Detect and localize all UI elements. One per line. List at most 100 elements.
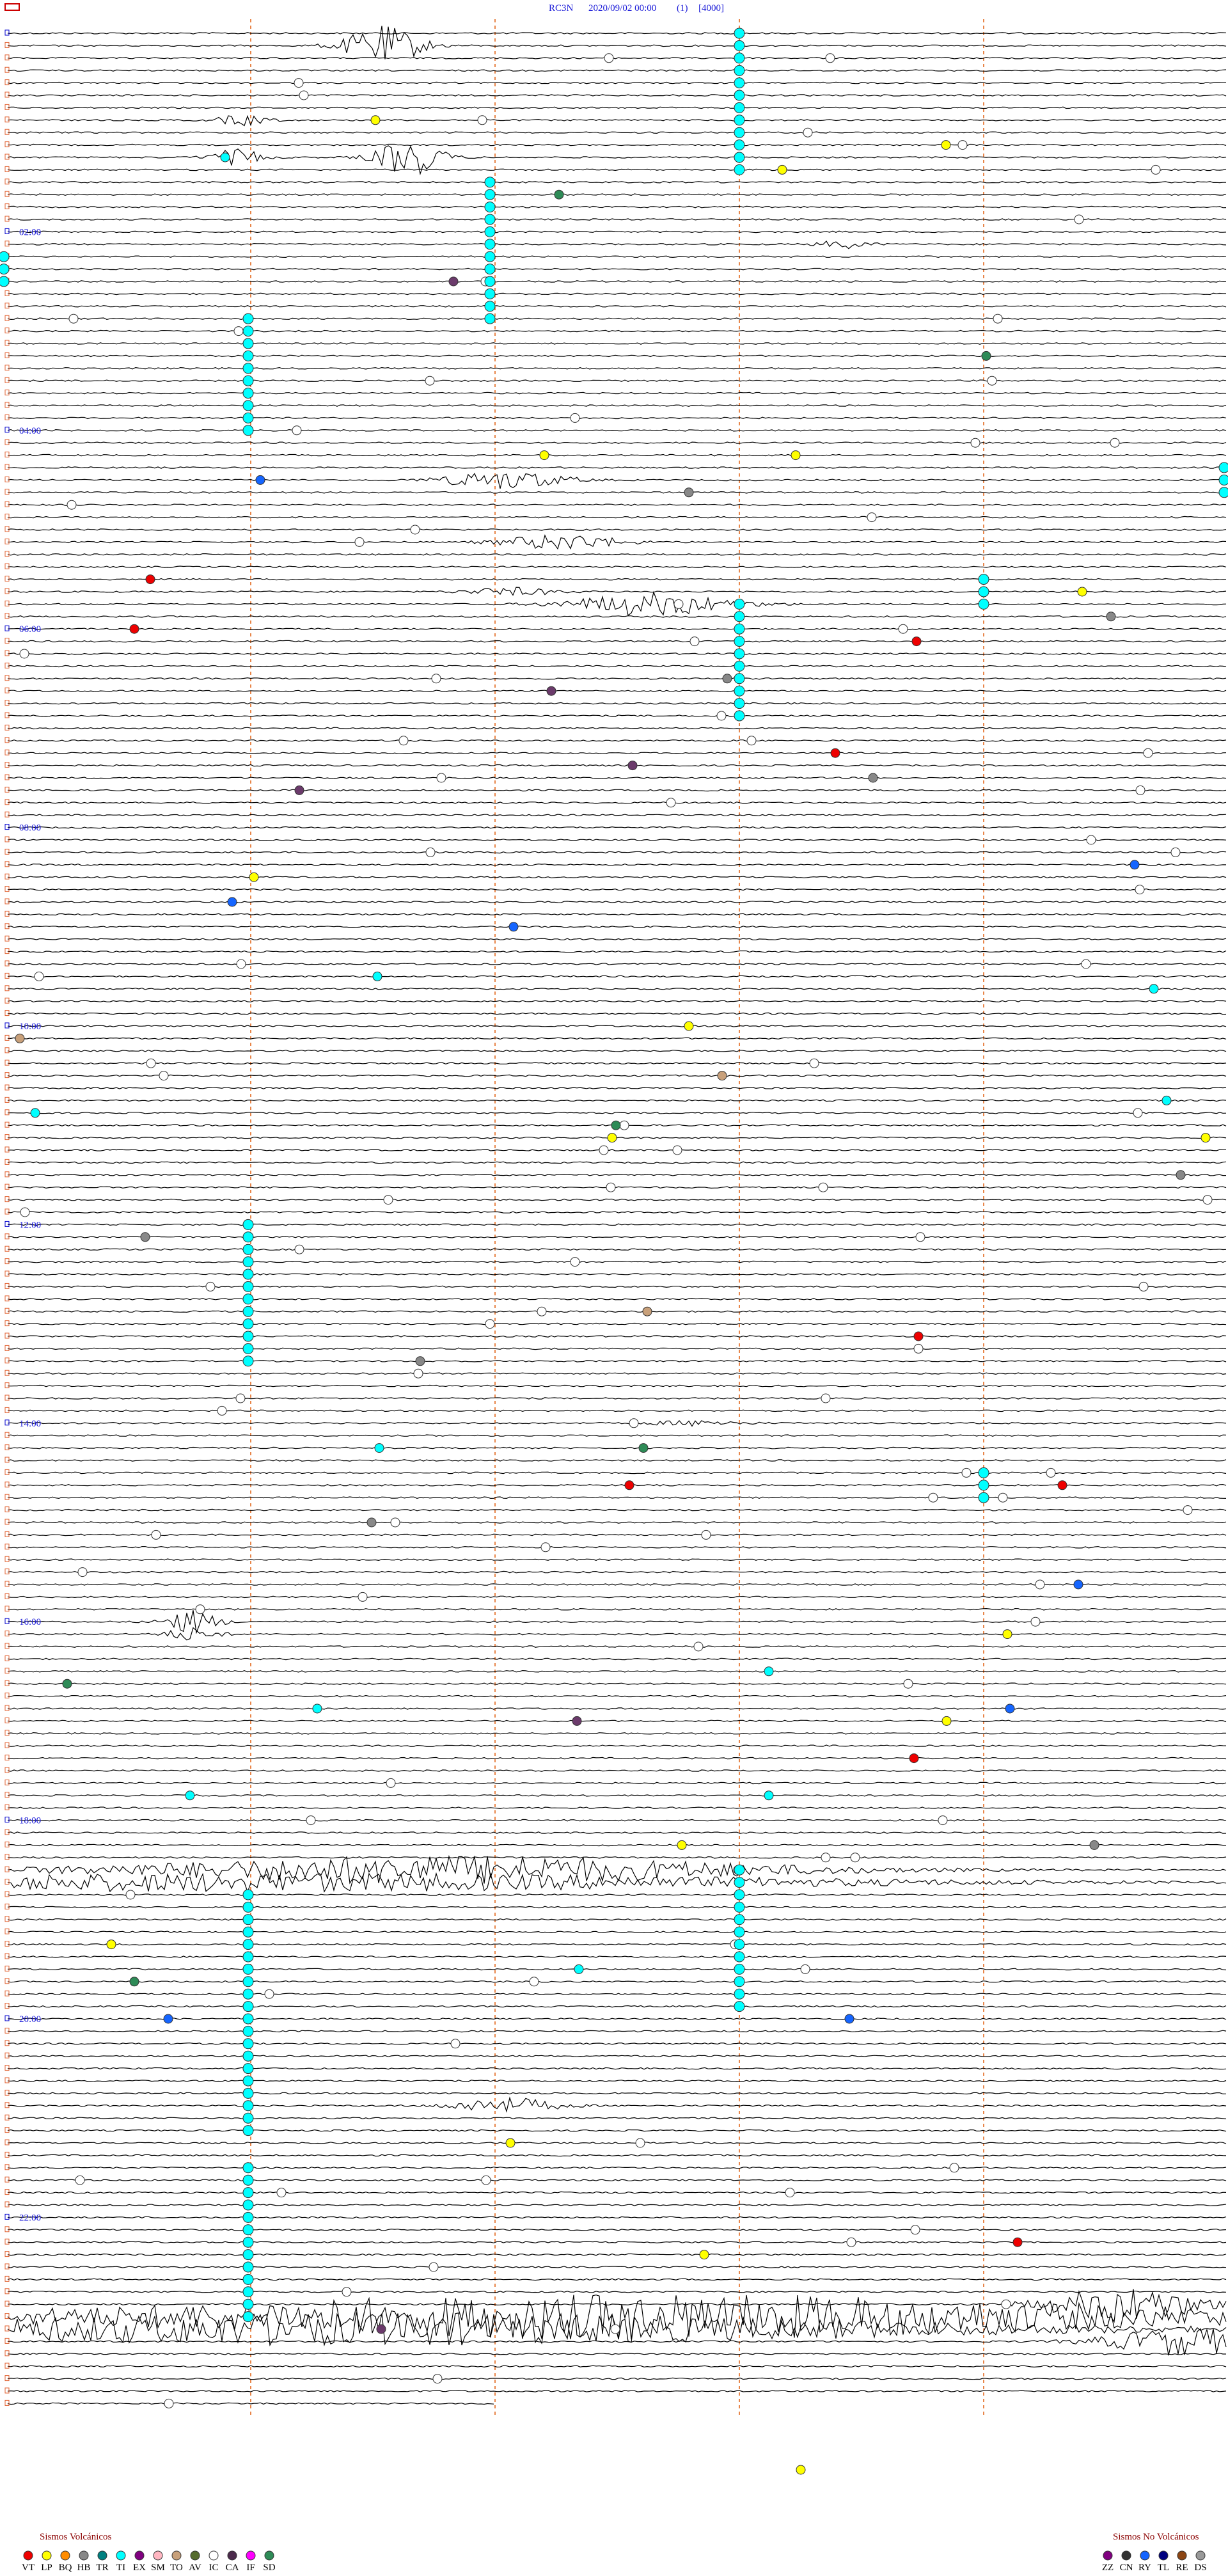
trace (7, 391, 1227, 395)
event (484, 177, 496, 188)
trace-marker (4, 315, 10, 321)
trace (7, 1223, 1227, 1226)
event (898, 624, 908, 634)
trace (7, 888, 1227, 891)
legend-dot (1195, 2550, 1206, 2561)
legend-dot (227, 2550, 237, 2561)
time-label: 04:00 (19, 426, 41, 436)
event (294, 785, 304, 795)
trace (7, 987, 1227, 990)
event (242, 425, 254, 436)
trace (7, 404, 1227, 407)
trace-marker (4, 54, 10, 61)
event (699, 2250, 709, 2260)
trace-marker (4, 2114, 10, 2121)
trace-marker (4, 1655, 10, 1661)
event (734, 28, 745, 39)
trace (7, 2005, 1227, 2008)
trace-marker (4, 2375, 10, 2382)
trace (7, 1744, 1227, 1748)
event (242, 2025, 254, 2037)
event (734, 65, 745, 76)
event (0, 251, 10, 262)
event (734, 139, 745, 151)
trace-marker (4, 588, 10, 594)
trace (7, 317, 1227, 320)
event (978, 586, 989, 597)
event (159, 1071, 169, 1081)
trace-marker (4, 2127, 10, 2133)
trace (8, 1471, 1227, 1474)
event (611, 1120, 621, 1130)
trace (7, 32, 1227, 35)
event (693, 1641, 704, 1652)
legend-code: TO (170, 2563, 183, 2573)
event (242, 2087, 254, 2099)
time-label: 10:00 (19, 1022, 41, 1032)
event (484, 301, 496, 312)
event (791, 450, 801, 461)
trace (8, 1372, 1227, 1375)
trace-marker (4, 1693, 10, 1699)
trace (7, 1893, 1227, 1896)
trace (7, 2166, 1227, 2169)
trace-marker (4, 1556, 10, 1562)
trace (7, 814, 1227, 817)
trace (7, 578, 1227, 581)
trace-marker (4, 1643, 10, 1649)
trace (7, 292, 1226, 296)
event (425, 375, 435, 386)
trace-marker (4, 1308, 10, 1314)
event (624, 1480, 634, 1490)
trace-marker (4, 1506, 10, 1513)
event (242, 1293, 254, 1305)
trace-marker (4, 774, 10, 780)
trace-marker (4, 1581, 10, 1587)
event (358, 1592, 368, 1602)
event (734, 1877, 745, 1888)
trace-marker (4, 1854, 10, 1860)
legend-code: BQ (59, 2563, 72, 2573)
trace-marker (4, 2238, 10, 2245)
event (106, 1940, 116, 1950)
trace-marker (4, 1531, 10, 1537)
legend-dot (1140, 2550, 1150, 2561)
event (1183, 1505, 1193, 1515)
event (846, 2237, 856, 2247)
event (242, 1939, 254, 1950)
trace-marker (4, 576, 10, 582)
trace-marker (4, 141, 10, 148)
event (928, 1492, 938, 1503)
trace (7, 777, 1227, 779)
trace-marker (4, 91, 10, 98)
event (734, 1951, 745, 1963)
trace-marker (4, 1432, 10, 1438)
trace-marker (4, 2251, 10, 2257)
trace (7, 690, 1227, 693)
trace (7, 1806, 1227, 1810)
event (366, 1517, 377, 1528)
trace (7, 367, 1227, 370)
event (1151, 164, 1161, 175)
event (312, 1703, 322, 1714)
event (236, 959, 246, 969)
event (242, 1988, 254, 2000)
event (242, 338, 254, 349)
event (242, 2050, 254, 2062)
legend-dot (1121, 2550, 1131, 2561)
event (436, 773, 446, 783)
event (546, 686, 556, 696)
trace-marker (4, 1096, 10, 1103)
trace (7, 1819, 1227, 1822)
trace (7, 1384, 1227, 1387)
trace-marker (4, 476, 10, 482)
trace (7, 677, 1227, 680)
trace (7, 2042, 1227, 2045)
events (0, 28, 1228, 2475)
trace (7, 2266, 1227, 2268)
trace (7, 230, 1227, 233)
trace-marker (4, 2102, 10, 2108)
trace (7, 925, 1227, 928)
event (242, 1244, 254, 1255)
event (666, 798, 676, 808)
